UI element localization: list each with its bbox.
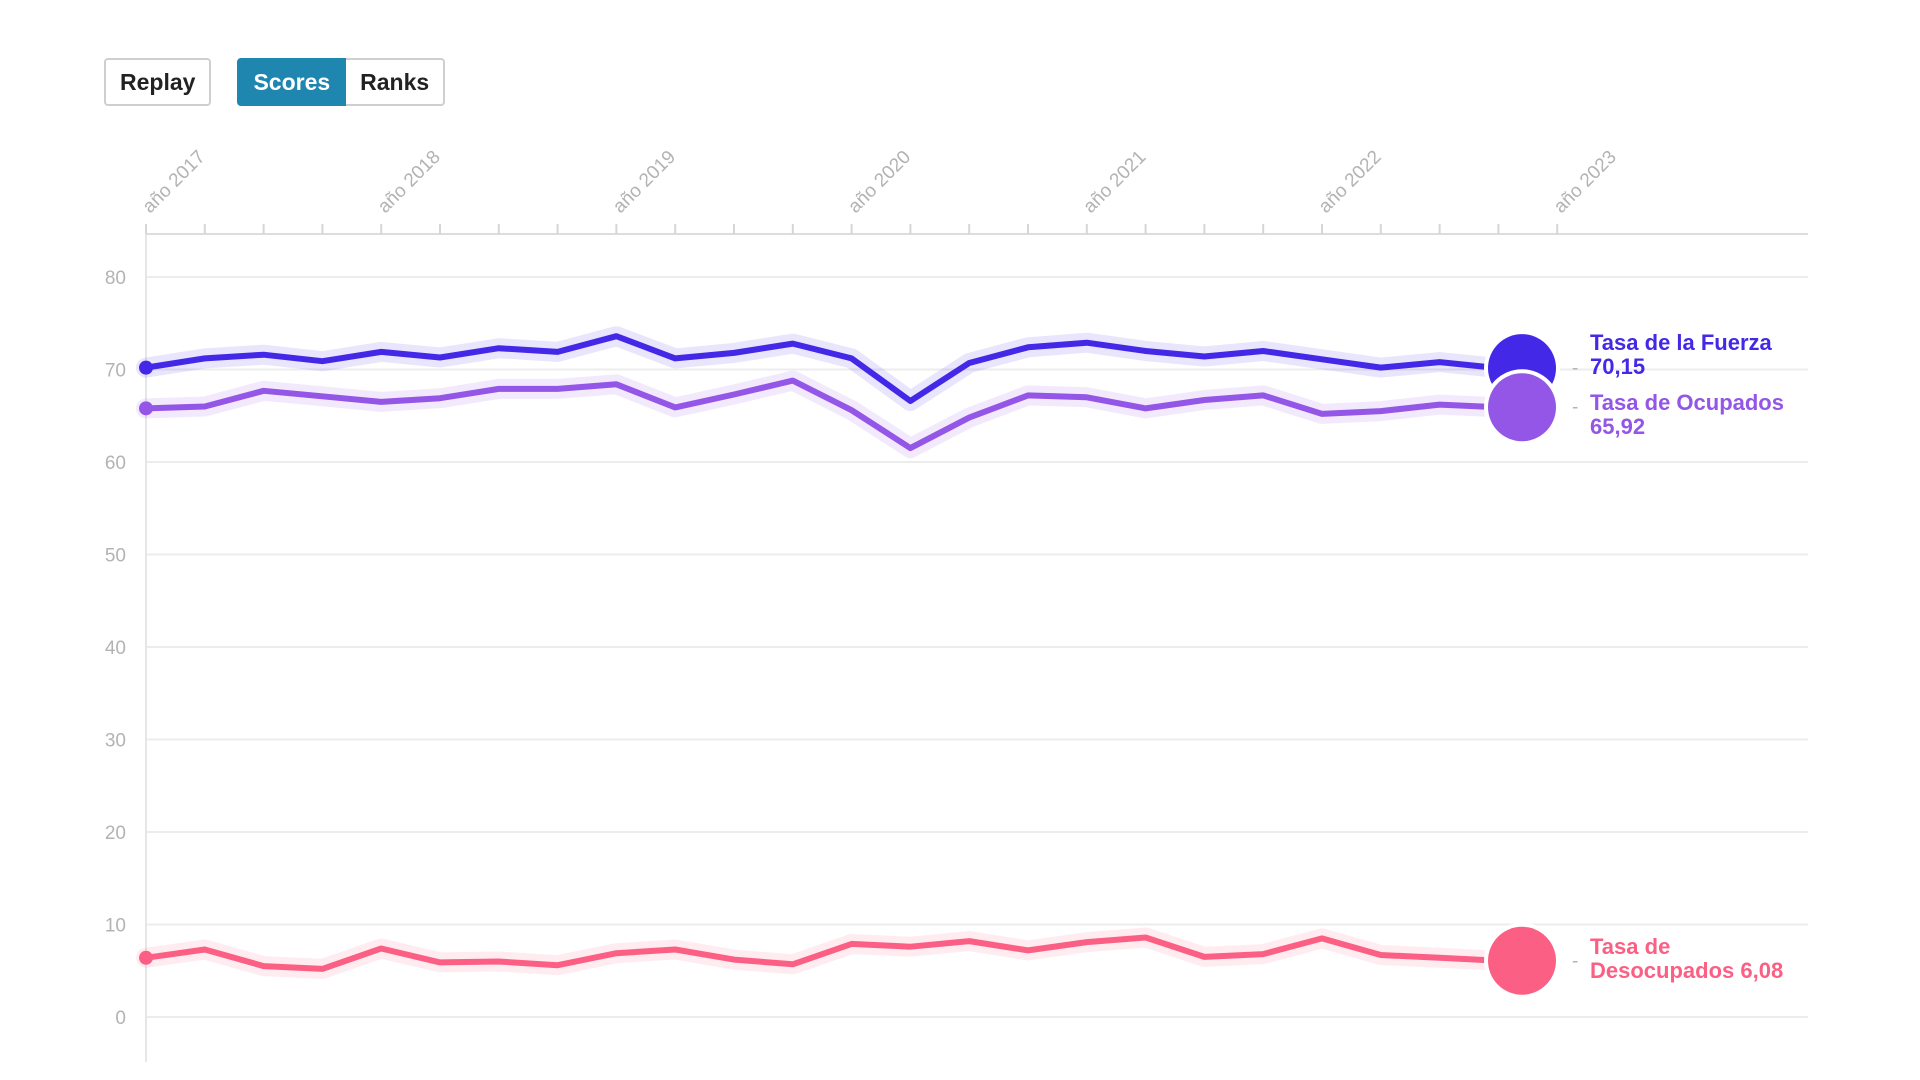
label-leader: - (1572, 951, 1578, 972)
x-tick-label: año 2018 (374, 147, 445, 218)
y-tick-label: 70 (105, 361, 126, 382)
series-line (143, 333, 1502, 404)
series-value-label: Desocupados 6,08 (1590, 958, 1783, 983)
series-line (143, 934, 1502, 972)
ranks-button[interactable]: Ranks (346, 58, 446, 106)
x-tick-label: año 2022 (1315, 147, 1386, 218)
y-tick-label: 60 (105, 453, 126, 474)
y-tick-label: 50 (105, 546, 126, 567)
series-end-point (1488, 373, 1556, 442)
series-value-label: 65,92 (1590, 414, 1645, 439)
y-tick-label: 40 (105, 638, 126, 659)
y-tick-label: 0 (115, 1008, 126, 1029)
x-tick-label: año 2017 (139, 147, 210, 218)
scores-button[interactable]: Scores (237, 58, 347, 106)
y-tick-label: 80 (105, 268, 126, 289)
series-start-point (139, 360, 153, 375)
series-start-point (139, 950, 153, 965)
series-start-point (139, 401, 153, 416)
series-name-label: Tasa de (1590, 934, 1670, 959)
series-value-label: 70,15 (1590, 354, 1645, 379)
chart-controls: Replay Scores Ranks (104, 58, 446, 106)
label-leader: - (1572, 397, 1578, 418)
x-tick-label: año 2019 (609, 147, 680, 218)
x-tick-label: año 2021 (1079, 147, 1150, 218)
y-tick-label: 20 (105, 823, 126, 844)
y-tick-label: 10 (105, 916, 126, 937)
series-end-point (1488, 926, 1556, 995)
label-leader: - (1572, 358, 1578, 379)
view-toggle: Scores Ranks (237, 58, 446, 106)
series-name-label: Tasa de Ocupados (1590, 390, 1784, 415)
x-tick-label: año 2023 (1550, 147, 1621, 218)
series-line (143, 377, 1502, 452)
y-tick-label: 30 (105, 731, 126, 752)
series-name-label: Tasa de la Fuerza (1590, 330, 1773, 355)
x-tick-label: año 2020 (844, 147, 915, 218)
series-glow (136, 370, 1509, 459)
replay-button[interactable]: Replay (104, 58, 212, 106)
